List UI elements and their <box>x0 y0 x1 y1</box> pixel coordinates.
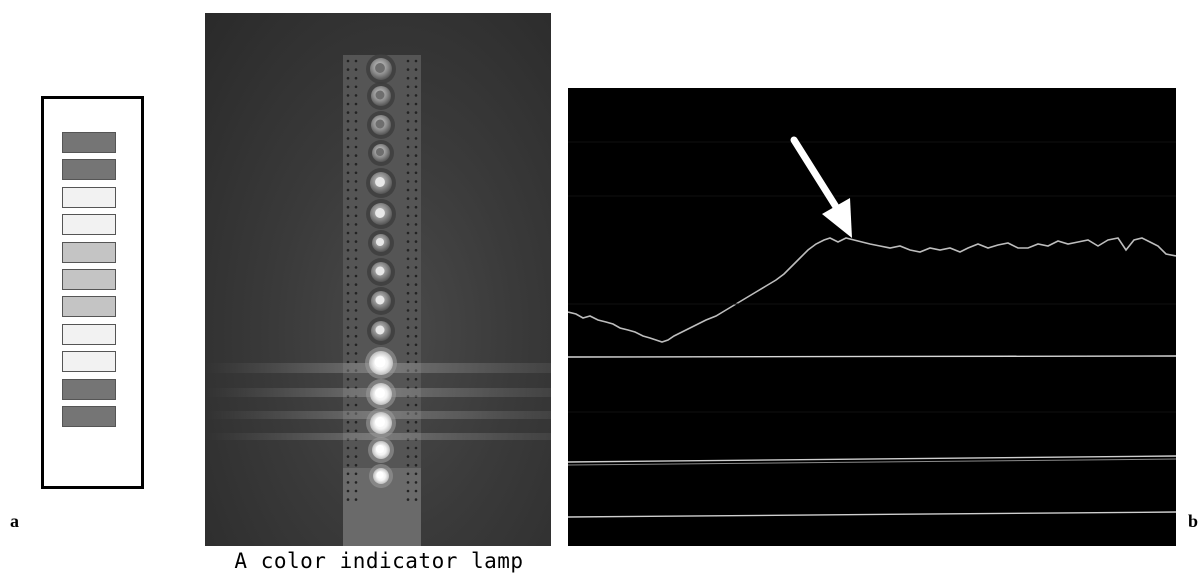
indicator-bulb <box>367 317 395 345</box>
indicator-bulb <box>366 168 396 198</box>
schematic-bar <box>62 406 116 427</box>
indicator-bulb <box>365 347 397 379</box>
schematic-bar <box>62 186 116 208</box>
indicator-bulb <box>366 199 396 229</box>
schematic-bar <box>62 269 116 290</box>
indicator-bulb <box>368 437 394 463</box>
photo-caption: A color indicator lamp <box>234 549 524 573</box>
waveform-drawing <box>568 136 1176 518</box>
schematic-bar <box>62 351 116 373</box>
indicator-bulb <box>366 379 396 409</box>
schematic-bar <box>62 214 116 236</box>
schematic-bar <box>62 296 116 318</box>
indicator-bulb <box>368 230 394 256</box>
schematic-bar <box>62 159 116 181</box>
trace-2 <box>568 355 1176 358</box>
schematic-bar <box>62 241 116 263</box>
indicator-bulb <box>367 258 395 286</box>
trace-3 <box>568 455 1176 463</box>
indicator-bulb <box>367 111 395 139</box>
trace-4 <box>568 511 1176 518</box>
indicator-bulb <box>367 287 395 315</box>
schematic-bar <box>62 132 116 153</box>
lamp-photo-drawing <box>205 54 551 546</box>
indicator-bulb <box>367 82 395 110</box>
indicator-bulb <box>369 464 393 488</box>
indicator-bulb <box>368 140 394 166</box>
lamp-schematic <box>41 96 144 489</box>
panel-label-a: a <box>10 511 19 531</box>
indicator-bulb <box>366 54 396 84</box>
upper-trace <box>568 237 1176 343</box>
trace-3b <box>568 458 1176 466</box>
panel-label-b: b <box>1188 511 1198 531</box>
arrow-icon <box>790 136 852 238</box>
indicator-bulb <box>366 408 396 438</box>
schematic-bar <box>62 323 116 345</box>
waveform-display <box>568 88 1176 546</box>
lamp-photo <box>205 13 551 546</box>
schematic-bar <box>62 378 116 400</box>
